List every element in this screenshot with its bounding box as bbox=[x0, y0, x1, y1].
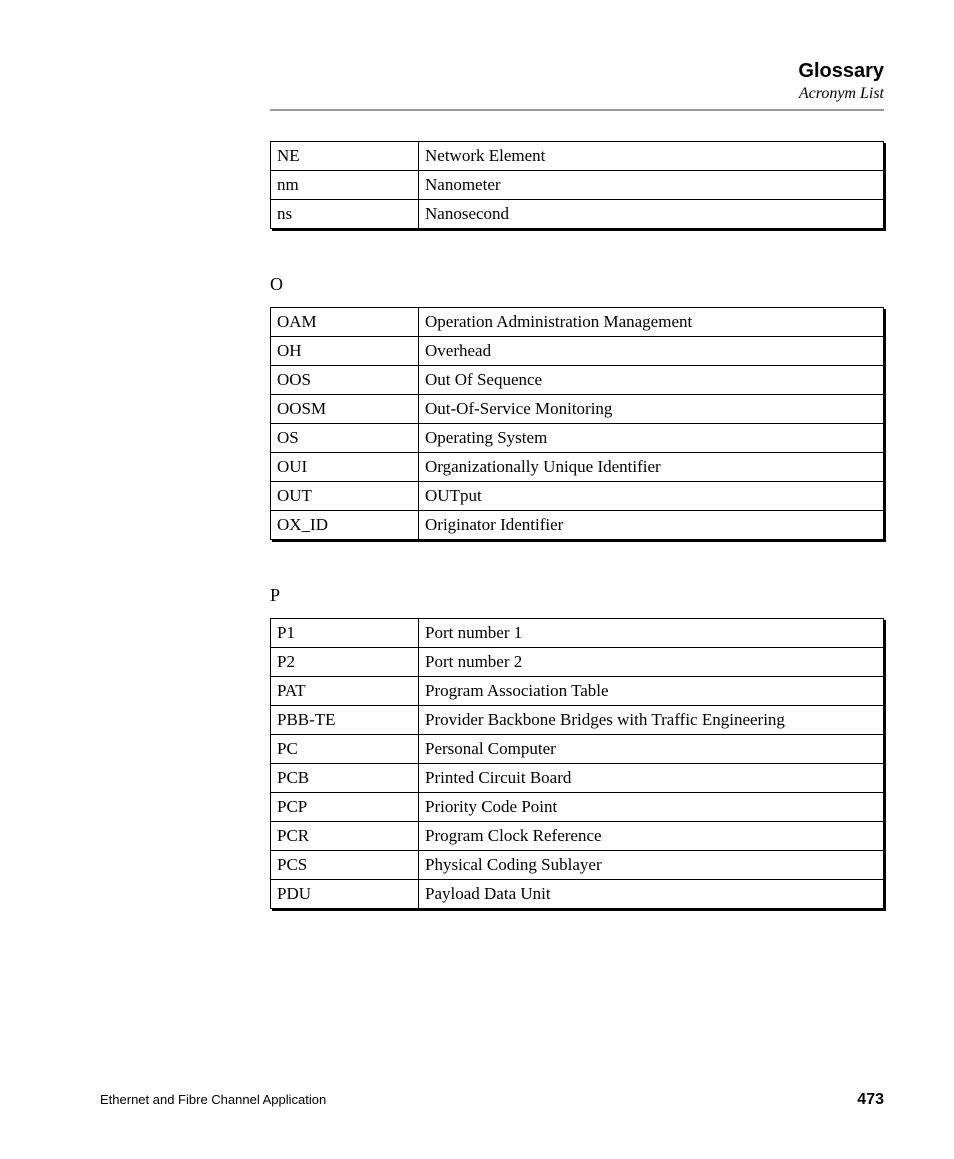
acronym-cell: OUI bbox=[271, 453, 419, 482]
table-row: PDUPayload Data Unit bbox=[271, 880, 884, 909]
definition-cell: Program Clock Reference bbox=[419, 822, 884, 851]
definition-cell: Out Of Sequence bbox=[419, 366, 884, 395]
table-row: PCSPhysical Coding Sublayer bbox=[271, 851, 884, 880]
definition-cell: Operation Administration Management bbox=[419, 308, 884, 337]
acronym-cell: nm bbox=[271, 171, 419, 200]
definition-cell: Port number 1 bbox=[419, 619, 884, 648]
table-row: PCPersonal Computer bbox=[271, 735, 884, 764]
acronym-cell: OOSM bbox=[271, 395, 419, 424]
page-footer: Ethernet and Fibre Channel Application 4… bbox=[100, 1091, 884, 1109]
acronym-cell: OH bbox=[271, 337, 419, 366]
acronym-cell: OOS bbox=[271, 366, 419, 395]
definition-cell: Provider Backbone Bridges with Traffic E… bbox=[419, 706, 884, 735]
acronym-cell: OAM bbox=[271, 308, 419, 337]
acronym-cell: PCS bbox=[271, 851, 419, 880]
acronym-cell: PCP bbox=[271, 793, 419, 822]
table-row: OSOperating System bbox=[271, 424, 884, 453]
page: Glossary Acronym List NENetwork Elementn… bbox=[0, 0, 954, 1159]
footer-text: Ethernet and Fibre Channel Application bbox=[100, 1092, 326, 1107]
table-row: PATProgram Association Table bbox=[271, 677, 884, 706]
page-header: Glossary Acronym List bbox=[100, 60, 884, 103]
page-number: 473 bbox=[857, 1091, 884, 1109]
acronym-cell: PDU bbox=[271, 880, 419, 909]
table-row: P1Port number 1 bbox=[271, 619, 884, 648]
definition-cell: Network Element bbox=[419, 142, 884, 171]
definition-cell: Operating System bbox=[419, 424, 884, 453]
acronym-cell: PAT bbox=[271, 677, 419, 706]
glossary-table: NENetwork ElementnmNanometernsNanosecond bbox=[270, 141, 884, 229]
table-row: PCBPrinted Circuit Board bbox=[271, 764, 884, 793]
acronym-cell: PCB bbox=[271, 764, 419, 793]
definition-cell: Port number 2 bbox=[419, 648, 884, 677]
definition-cell: Nanometer bbox=[419, 171, 884, 200]
table-row: nmNanometer bbox=[271, 171, 884, 200]
table-row: OOSMOut-Of-Service Monitoring bbox=[271, 395, 884, 424]
table-row: OUIOrganizationally Unique Identifier bbox=[271, 453, 884, 482]
acronym-cell: PCR bbox=[271, 822, 419, 851]
definition-cell: Out-Of-Service Monitoring bbox=[419, 395, 884, 424]
acronym-cell: OUT bbox=[271, 482, 419, 511]
content-area: NENetwork ElementnmNanometernsNanosecond… bbox=[270, 141, 884, 909]
table-row: P2Port number 2 bbox=[271, 648, 884, 677]
table-row: OOSOut Of Sequence bbox=[271, 366, 884, 395]
definition-cell: Physical Coding Sublayer bbox=[419, 851, 884, 880]
table-row: PCRProgram Clock Reference bbox=[271, 822, 884, 851]
table-row: OX_IDOriginator Identifier bbox=[271, 511, 884, 540]
table-row: OUTOUTput bbox=[271, 482, 884, 511]
section-letter: P bbox=[270, 585, 884, 606]
definition-cell: Nanosecond bbox=[419, 200, 884, 229]
acronym-cell: PC bbox=[271, 735, 419, 764]
header-title: Glossary bbox=[100, 60, 884, 83]
table-row: PCPPriority Code Point bbox=[271, 793, 884, 822]
table-row: OHOverhead bbox=[271, 337, 884, 366]
table-row: NENetwork Element bbox=[271, 142, 884, 171]
definition-cell: Printed Circuit Board bbox=[419, 764, 884, 793]
acronym-cell: OS bbox=[271, 424, 419, 453]
acronym-cell: ns bbox=[271, 200, 419, 229]
definition-cell: Payload Data Unit bbox=[419, 880, 884, 909]
acronym-cell: NE bbox=[271, 142, 419, 171]
acronym-cell: OX_ID bbox=[271, 511, 419, 540]
acronym-cell: P2 bbox=[271, 648, 419, 677]
definition-cell: Overhead bbox=[419, 337, 884, 366]
table-row: nsNanosecond bbox=[271, 200, 884, 229]
acronym-cell: P1 bbox=[271, 619, 419, 648]
table-row: OAMOperation Administration Management bbox=[271, 308, 884, 337]
table-row: PBB-TEProvider Backbone Bridges with Tra… bbox=[271, 706, 884, 735]
definition-cell: Originator Identifier bbox=[419, 511, 884, 540]
definition-cell: Priority Code Point bbox=[419, 793, 884, 822]
header-subtitle: Acronym List bbox=[100, 85, 884, 103]
definition-cell: Program Association Table bbox=[419, 677, 884, 706]
header-divider bbox=[270, 109, 884, 111]
section-letter: O bbox=[270, 274, 884, 295]
definition-cell: OUTput bbox=[419, 482, 884, 511]
definition-cell: Organizationally Unique Identifier bbox=[419, 453, 884, 482]
glossary-table: P1Port number 1P2Port number 2PATProgram… bbox=[270, 618, 884, 909]
glossary-table: OAMOperation Administration ManagementOH… bbox=[270, 307, 884, 540]
acronym-cell: PBB-TE bbox=[271, 706, 419, 735]
definition-cell: Personal Computer bbox=[419, 735, 884, 764]
